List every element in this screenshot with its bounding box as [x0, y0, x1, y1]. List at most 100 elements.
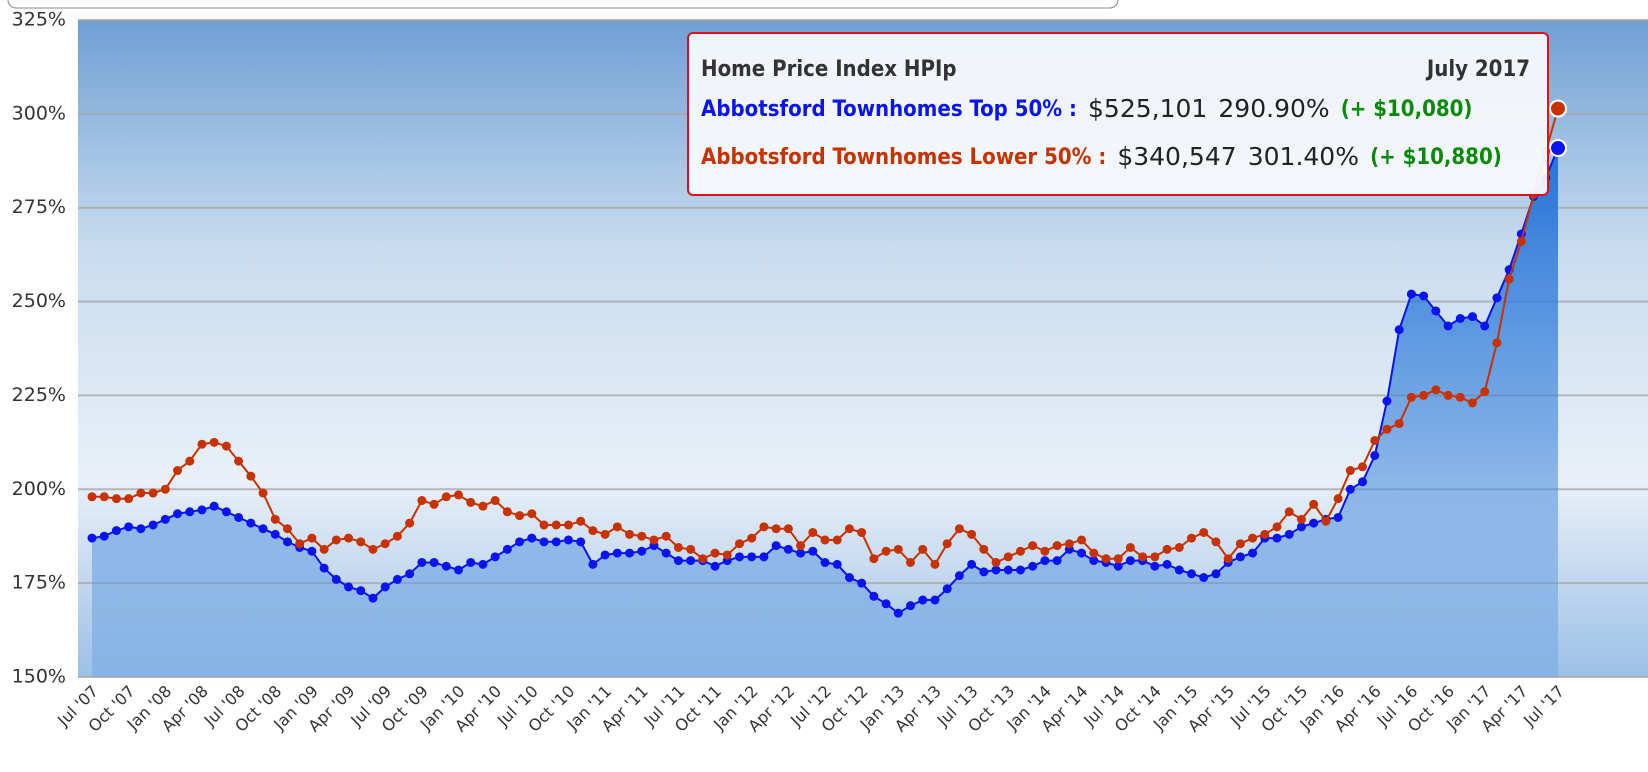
data-point	[1028, 561, 1038, 571]
data-point	[1406, 392, 1416, 402]
data-point	[979, 567, 989, 577]
data-point	[796, 548, 806, 558]
data-point	[1431, 385, 1441, 395]
data-point	[111, 526, 121, 536]
data-point	[1003, 565, 1013, 575]
data-point	[551, 537, 561, 547]
data-point	[1358, 462, 1368, 472]
data-point	[1003, 552, 1013, 562]
data-point	[881, 546, 891, 556]
data-point	[454, 490, 463, 500]
data-point	[234, 512, 244, 522]
data-point	[1504, 274, 1514, 284]
top-control	[7, 0, 1119, 9]
data-point	[673, 556, 683, 566]
data-point	[612, 522, 622, 532]
data-point	[551, 520, 561, 530]
tooltip-change: (+ $10,080)	[1341, 97, 1473, 122]
data-point	[1467, 398, 1477, 408]
data-point	[820, 557, 830, 567]
data-point	[221, 507, 231, 517]
data-point	[1394, 419, 1404, 429]
data-point	[307, 533, 317, 543]
data-point	[576, 516, 586, 526]
data-point	[417, 557, 427, 567]
data-point	[1272, 522, 1282, 532]
tooltip-box	[687, 32, 1549, 196]
data-point	[454, 565, 463, 575]
data-point	[1162, 544, 1172, 554]
data-point	[1064, 539, 1074, 549]
data-point	[1015, 546, 1025, 556]
data-point	[918, 595, 928, 605]
data-point	[246, 518, 256, 528]
data-point	[478, 501, 488, 511]
data-point	[1516, 237, 1526, 247]
data-point	[1370, 435, 1380, 445]
data-point	[588, 559, 598, 569]
data-point	[734, 552, 744, 562]
data-point	[368, 544, 378, 554]
data-point	[295, 539, 305, 549]
data-point	[942, 584, 952, 594]
tooltip-entry: Abbotsford Townhomes Top 50% : $525,101 …	[701, 94, 1472, 123]
data-point	[1150, 552, 1160, 562]
data-point	[185, 456, 195, 466]
data-point	[1549, 99, 1567, 118]
data-point	[1040, 556, 1050, 566]
data-point	[576, 537, 586, 547]
data-point	[967, 529, 977, 539]
data-point	[832, 535, 842, 545]
data-point	[698, 554, 708, 564]
data-point	[1052, 556, 1062, 566]
data-point	[1077, 548, 1087, 558]
y-tick-label: 300%	[12, 102, 66, 124]
data-point	[979, 544, 989, 554]
data-point	[991, 557, 1001, 567]
data-point	[1077, 535, 1087, 545]
data-point	[1199, 573, 1209, 583]
data-point	[844, 573, 854, 583]
data-point	[99, 492, 109, 502]
data-point	[429, 499, 439, 509]
data-point	[160, 484, 170, 494]
data-point	[209, 437, 219, 447]
data-point	[136, 524, 146, 534]
data-point	[197, 439, 207, 449]
data-point	[1309, 499, 1319, 509]
data-point	[1138, 552, 1148, 562]
data-point	[344, 533, 354, 543]
data-point	[1015, 565, 1025, 575]
data-point	[1248, 548, 1258, 558]
data-point	[1382, 396, 1392, 406]
data-point	[148, 520, 158, 530]
data-point	[1455, 313, 1465, 323]
data-point	[246, 471, 256, 481]
data-point	[1419, 390, 1429, 400]
data-point	[759, 522, 769, 532]
data-point	[527, 509, 537, 519]
data-point	[490, 496, 500, 506]
data-point	[710, 561, 720, 571]
data-point	[710, 548, 720, 558]
data-point	[1040, 546, 1050, 556]
data-point	[380, 582, 390, 592]
data-point	[160, 514, 170, 524]
data-point	[1443, 321, 1453, 331]
data-point	[1162, 559, 1172, 569]
data-point	[783, 544, 793, 554]
data-point	[405, 518, 415, 528]
data-point	[356, 537, 366, 547]
tooltip-label: Abbotsford Townhomes Top 50% :	[701, 97, 1077, 122]
data-point	[209, 501, 219, 511]
data-point	[954, 524, 964, 534]
data-point	[539, 537, 549, 547]
data-point	[319, 544, 329, 554]
series-area	[92, 148, 1558, 677]
data-point	[930, 595, 940, 605]
data-point	[1492, 338, 1502, 348]
data-point	[344, 582, 354, 592]
data-point	[1333, 494, 1343, 504]
data-point	[148, 488, 158, 498]
